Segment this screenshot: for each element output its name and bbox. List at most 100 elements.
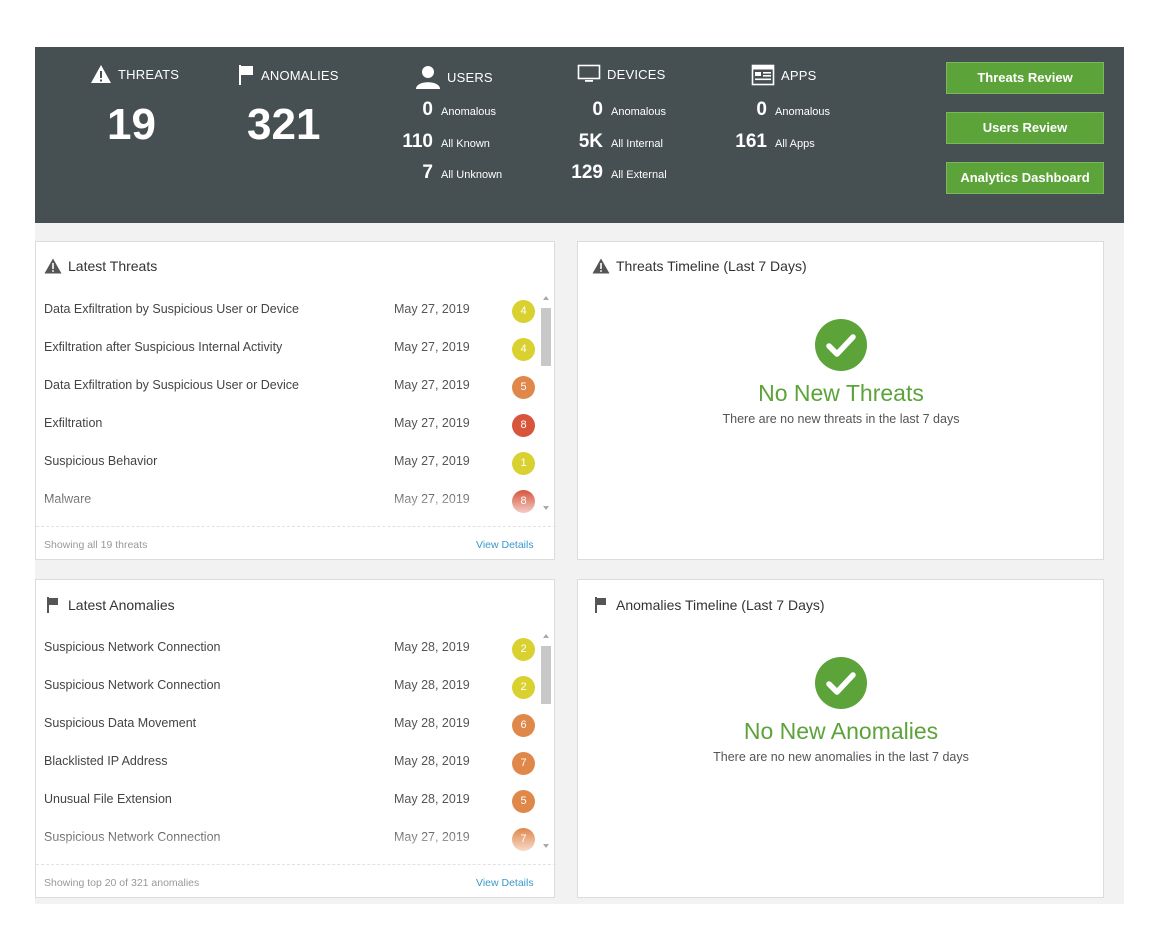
scroll-thumb[interactable] [541,308,551,366]
list-item[interactable]: Suspicious Network Connection May 28, 20… [36,628,546,666]
anomalies-card-footer: Showing top 20 of 321 anomalies View Det… [36,864,556,898]
stat-label: Anomalous [775,106,831,118]
list-item[interactable]: Suspicious Network Connection May 27, 20… [36,818,546,856]
anomalies-timeline-card: Anomalies Timeline (Last 7 Days) No New … [577,579,1104,898]
scroll-down-arrow-icon[interactable] [543,844,549,848]
stat-number: 0 [592,99,603,120]
warning-icon [91,65,111,83]
severity-badge: 8 [512,414,535,437]
severity-badge: 5 [512,376,535,399]
apps-summary-label: APPS [751,64,816,86]
threat-date: May 27, 2019 [394,454,470,468]
devices-internal-stat: 5K All Internal [553,131,663,153]
threats-scrollbar[interactable] [540,294,552,514]
anomaly-date: May 28, 2019 [394,792,470,806]
stat-label: All Internal [611,138,663,150]
users-summary-label: USERS [415,64,493,90]
anomalies-view-details-link[interactable]: View Details [476,877,534,889]
severity-badge: 2 [512,638,535,661]
apps-anomalous-stat: 0 Anomalous [719,99,830,121]
stat-number: 5K [578,131,603,152]
list-item[interactable]: Malware May 27, 2019 8 [36,480,546,518]
threats-count-text: Showing all 19 threats [44,539,148,551]
list-item[interactable]: Unusual File Extension May 28, 2019 5 [36,780,546,818]
latest-threats-title: Latest Threats [44,258,157,274]
stat-number: 129 [571,162,603,183]
threat-name: Data Exfiltration by Suspicious User or … [44,302,299,316]
users-label: USERS [447,69,493,85]
list-item[interactable]: Data Exfiltration by Suspicious User or … [36,366,546,404]
no-new-anomalies-subtitle: There are no new anomalies in the last 7… [713,750,969,764]
severity-badge: 1 [512,452,535,475]
threats-list: Data Exfiltration by Suspicious User or … [36,290,546,518]
anomalies-scrollbar[interactable] [540,632,552,852]
no-new-threats-title: No New Threats [758,380,924,406]
anomaly-date: May 28, 2019 [394,678,470,692]
stat-number: 7 [422,162,433,183]
anomalies-count: 321 [247,100,321,149]
threats-review-button[interactable]: Threats Review [946,62,1104,94]
stat-label: All Unknown [441,169,503,181]
card-title-text: Latest Anomalies [68,597,175,613]
app-window-icon [751,64,775,86]
threat-name: Exfiltration [44,416,103,430]
severity-badge: 7 [512,752,535,775]
anomaly-name: Suspicious Network Connection [44,678,221,692]
list-item[interactable]: Data Exfiltration by Suspicious User or … [36,290,546,328]
devices-anomalous-stat: 0 Anomalous [553,99,666,121]
dashboard: THREATS 19 ANOMALIES 321 USERS 0 Anomalo… [35,47,1124,904]
warning-icon [44,258,62,274]
apps-all-stat: 161 All Apps [719,131,815,153]
flag-icon [47,597,58,613]
check-circle-icon [815,657,867,709]
stat-number: 110 [402,131,433,152]
no-new-anomalies-title: No New Anomalies [743,718,939,744]
scroll-up-arrow-icon[interactable] [543,634,549,638]
anomalies-count-text: Showing top 20 of 321 anomalies [44,877,200,889]
stat-number: 0 [422,99,433,120]
list-item[interactable]: Exfiltration May 27, 2019 8 [36,404,546,442]
threats-view-details-link[interactable]: View Details [476,539,534,551]
card-title-text: Latest Threats [68,258,158,274]
card-title-text: Threats Timeline (Last 7 Days) [616,258,807,274]
severity-badge: 2 [512,676,535,699]
threat-date: May 27, 2019 [394,340,470,354]
threats-summary-label: THREATS [90,64,179,84]
threat-date: May 27, 2019 [394,416,470,430]
threat-name: Exfiltration after Suspicious Internal A… [44,340,283,354]
no-new-threats-subtitle: There are no new threats in the last 7 d… [722,412,960,426]
threats-count: 19 [107,100,156,149]
list-item[interactable]: Suspicious Network Connection May 28, 20… [36,666,546,704]
anomaly-name: Suspicious Network Connection [44,640,221,654]
stat-label: All External [611,169,667,181]
threat-date: May 27, 2019 [394,302,470,316]
anomaly-date: May 28, 2019 [394,716,470,730]
flag-icon [595,597,606,613]
severity-badge: 7 [512,828,535,851]
list-item[interactable]: Blacklisted IP Address May 28, 2019 7 [36,742,546,780]
scroll-up-arrow-icon[interactable] [543,296,549,300]
list-item[interactable]: Suspicious Behavior May 27, 2019 1 [36,442,546,480]
scroll-thumb[interactable] [541,646,551,704]
flag-icon [239,65,253,85]
anomaly-name: Blacklisted IP Address [44,754,168,768]
apps-label: APPS [781,67,817,83]
users-unknown-stat: 7 All Unknown [385,162,502,184]
stat-label: All Apps [775,138,815,150]
stat-label: Anomalous [441,106,497,118]
latest-anomalies-card: Latest Anomalies Suspicious Network Conn… [35,579,556,898]
severity-badge: 4 [512,338,535,361]
anomaly-date: May 28, 2019 [394,754,470,768]
devices-summary-label: DEVICES [577,64,665,84]
list-item[interactable]: Suspicious Data Movement May 28, 2019 6 [36,704,546,742]
scroll-down-arrow-icon[interactable] [543,506,549,510]
analytics-dashboard-button[interactable]: Analytics Dashboard [946,162,1104,194]
latest-anomalies-title: Latest Anomalies [44,596,175,614]
anomalies-list: Suspicious Network Connection May 28, 20… [36,628,546,856]
list-item[interactable]: Exfiltration after Suspicious Internal A… [36,328,546,366]
severity-badge: 6 [512,714,535,737]
users-known-stat: 110 All Known [385,131,490,153]
users-review-button[interactable]: Users Review [946,112,1104,144]
devices-external-stat: 129 All External [553,162,667,184]
anomaly-name: Suspicious Network Connection [44,830,221,844]
